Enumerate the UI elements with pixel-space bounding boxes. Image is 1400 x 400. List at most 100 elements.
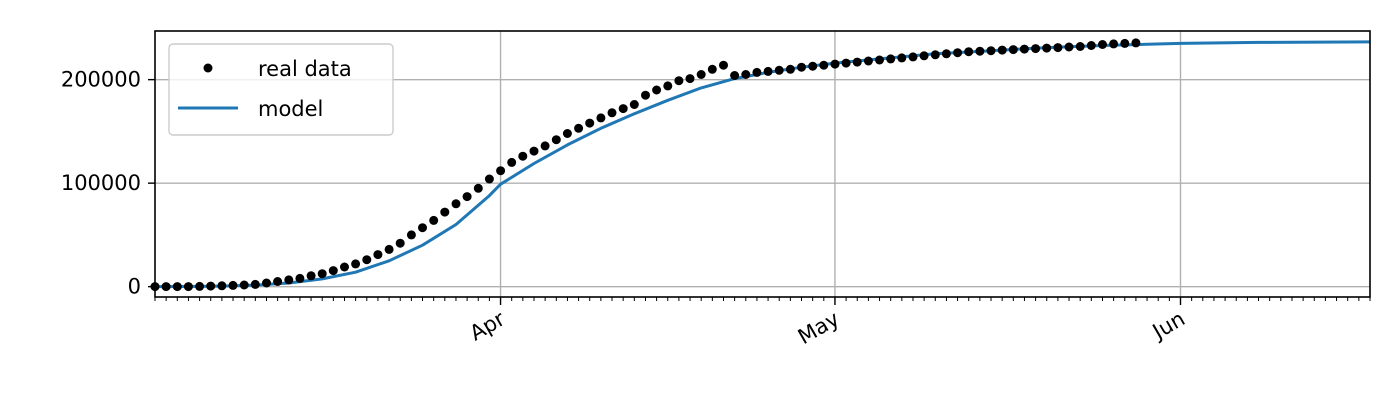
data-point bbox=[1042, 43, 1052, 53]
data-point bbox=[785, 64, 795, 74]
data-point bbox=[262, 278, 271, 288]
data-point bbox=[328, 266, 338, 276]
data-point bbox=[217, 281, 227, 291]
data-point bbox=[1131, 38, 1141, 48]
data-point bbox=[1031, 44, 1041, 54]
data-point bbox=[1109, 39, 1119, 49]
data-point bbox=[629, 100, 639, 109]
data-point bbox=[473, 183, 483, 193]
data-point bbox=[763, 66, 773, 76]
data-point bbox=[819, 60, 829, 70]
real-data-series bbox=[150, 38, 1141, 292]
data-point bbox=[574, 123, 584, 133]
data-point bbox=[596, 113, 606, 123]
data-point bbox=[752, 67, 762, 77]
data-point bbox=[440, 207, 450, 217]
data-point bbox=[496, 166, 506, 176]
y-tick-label: 100000 bbox=[61, 171, 141, 195]
data-point bbox=[997, 45, 1007, 55]
data-point bbox=[863, 56, 873, 66]
data-point bbox=[953, 48, 963, 58]
data-point bbox=[618, 104, 628, 114]
data-point bbox=[875, 55, 884, 65]
y-tick-label: 200000 bbox=[61, 68, 141, 92]
data-point bbox=[941, 49, 951, 59]
data-point bbox=[696, 70, 706, 79]
data-point bbox=[674, 76, 684, 86]
data-point bbox=[1098, 40, 1107, 49]
data-point bbox=[852, 57, 862, 67]
data-point bbox=[908, 52, 918, 62]
data-point bbox=[507, 157, 517, 167]
data-point bbox=[228, 280, 238, 290]
data-point bbox=[975, 46, 985, 56]
data-point bbox=[808, 61, 818, 71]
data-point bbox=[273, 277, 283, 286]
data-point bbox=[406, 230, 416, 240]
data-point bbox=[1075, 42, 1085, 51]
data-point bbox=[986, 46, 996, 56]
data-point bbox=[183, 282, 193, 292]
data-point bbox=[484, 174, 494, 184]
data-point bbox=[685, 74, 695, 84]
data-point bbox=[730, 71, 740, 80]
data-point bbox=[607, 108, 617, 118]
legend-label-real-data: real data bbox=[258, 57, 352, 81]
data-point bbox=[641, 90, 650, 100]
data-point bbox=[707, 64, 717, 74]
data-point bbox=[841, 58, 851, 68]
data-point bbox=[797, 62, 806, 72]
data-point bbox=[774, 65, 784, 75]
legend-label-model: model bbox=[258, 97, 323, 121]
data-point bbox=[551, 135, 561, 145]
data-point bbox=[518, 151, 528, 161]
data-point bbox=[418, 223, 427, 233]
plot-frame bbox=[154, 30, 1371, 298]
data-point bbox=[562, 129, 572, 138]
y-axis: 0 100000 200000 bbox=[61, 68, 155, 299]
data-point bbox=[886, 54, 896, 64]
data-point bbox=[897, 53, 907, 63]
data-point bbox=[362, 255, 372, 265]
data-point bbox=[1019, 44, 1029, 54]
data-point bbox=[830, 59, 840, 69]
data-point bbox=[429, 215, 439, 225]
data-point bbox=[964, 47, 974, 57]
legend-marker-real-data bbox=[203, 63, 213, 73]
data-point bbox=[919, 51, 929, 61]
data-point bbox=[930, 50, 940, 60]
data-point bbox=[462, 192, 472, 202]
data-point bbox=[585, 118, 595, 128]
data-point bbox=[161, 282, 171, 292]
data-point bbox=[1053, 43, 1063, 53]
data-point bbox=[317, 269, 327, 279]
data-point bbox=[529, 146, 539, 156]
data-point bbox=[195, 281, 205, 291]
data-point bbox=[1064, 42, 1074, 52]
data-point bbox=[306, 271, 316, 281]
data-point bbox=[1008, 45, 1018, 55]
data-point bbox=[172, 282, 182, 292]
data-point bbox=[239, 280, 249, 290]
legend-box bbox=[168, 43, 394, 136]
data-point bbox=[540, 141, 550, 151]
data-point bbox=[373, 250, 383, 260]
data-point bbox=[652, 85, 662, 95]
data-point bbox=[206, 281, 216, 291]
data-point bbox=[351, 259, 361, 269]
legend: real data model bbox=[168, 43, 394, 136]
data-point bbox=[284, 275, 294, 285]
data-point bbox=[250, 279, 260, 289]
data-point bbox=[1086, 41, 1096, 50]
y-tick-label: 0 bbox=[128, 275, 141, 299]
data-point bbox=[663, 81, 673, 91]
data-point bbox=[719, 60, 728, 70]
data-point bbox=[1120, 38, 1130, 48]
data-point bbox=[395, 238, 405, 248]
data-point bbox=[295, 273, 305, 283]
data-point bbox=[384, 244, 394, 254]
data-point bbox=[451, 199, 461, 209]
data-point bbox=[340, 262, 349, 272]
data-point bbox=[741, 70, 751, 79]
